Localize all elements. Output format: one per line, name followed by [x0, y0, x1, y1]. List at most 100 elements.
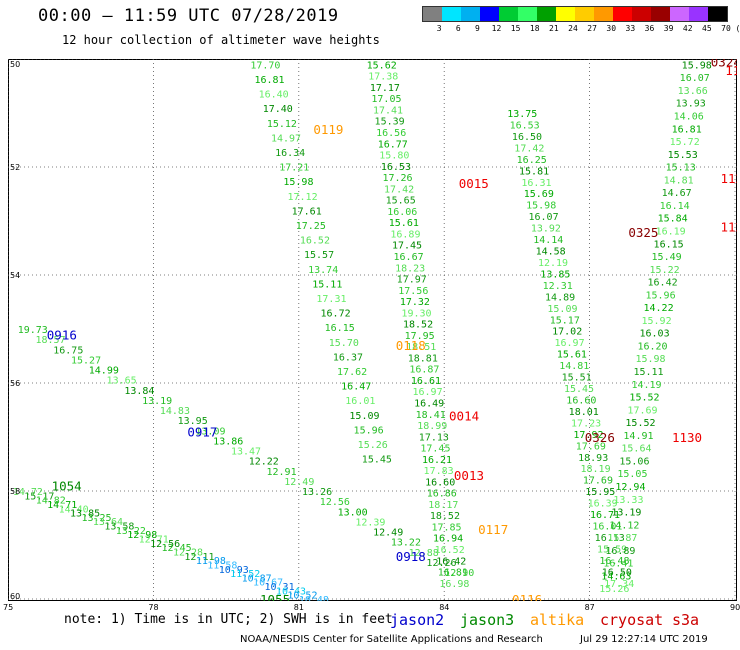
wave-height-label: 16.97 — [412, 387, 442, 398]
wave-height-label: 17.85 — [431, 522, 461, 533]
wave-height-label: 16.71 — [590, 510, 620, 521]
wave-height-label: 13.66 — [678, 86, 708, 97]
wave-height-label: 14.14 — [533, 235, 563, 246]
wave-height-label: 15.57 — [304, 250, 334, 261]
wave-height-label: 13.58 — [104, 522, 134, 533]
wave-height-label: 14.91 — [623, 431, 653, 442]
wave-height-label: 12.49 — [373, 528, 403, 539]
color-swatch-0 — [423, 7, 442, 21]
color-swatch-15 — [708, 7, 727, 21]
wave-height-label: 12.56 — [320, 497, 350, 508]
wave-height-label: 18.93 — [578, 453, 608, 464]
wave-height-label: 16.53 — [510, 120, 540, 131]
pass-id-label: 1129 — [720, 219, 737, 234]
wave-height-label: 14.89 — [545, 292, 575, 303]
wave-height-label: 18.81 — [408, 353, 438, 364]
color-swatch-5 — [518, 7, 537, 21]
wave-height-label: 15.80 — [379, 151, 409, 162]
wave-height-label: 15.11 — [312, 279, 342, 290]
wave-height-label: 18.52 — [403, 320, 433, 331]
color-swatch-6 — [537, 7, 556, 21]
wave-height-label: 16.19 — [656, 226, 686, 237]
wave-height-label: 16.15 — [654, 239, 684, 250]
wave-height-label: 15.95 — [585, 487, 615, 498]
wave-height-label: 18.52 — [430, 511, 460, 522]
color-swatch-13 — [670, 7, 689, 21]
color-swatch-2 — [461, 7, 480, 21]
wave-height-label: 13.93 — [676, 99, 706, 110]
wave-height-label: 13.92 — [531, 224, 561, 235]
y-tick-label: 52 — [10, 163, 20, 172]
wave-height-label: 13.64 — [93, 517, 123, 528]
color-scale-bar — [422, 6, 728, 22]
wave-height-label: 16.42 — [436, 556, 466, 567]
wave-height-label: 16.31 — [521, 178, 551, 189]
wave-height-label: 16.56 — [376, 128, 406, 139]
wave-height-label: 10.52 — [287, 591, 317, 601]
color-scale-label: 3 — [436, 24, 442, 33]
y-tick-label: 54 — [10, 271, 20, 280]
wave-height-label: 11.58 — [207, 560, 237, 571]
wave-height-label: 17.69 — [576, 441, 606, 452]
pass-id-label: 0119 — [313, 122, 343, 137]
wave-height-label: 10.87 — [242, 573, 272, 584]
pass-id-label: 0014 — [449, 408, 479, 423]
wave-height-label: 16.75 — [53, 345, 83, 356]
color-swatch-9 — [594, 7, 613, 21]
wave-height-label: 14.83 — [160, 406, 190, 417]
wave-height-label: 14.06 — [674, 112, 704, 123]
generated-timestamp: Jul 29 12:27:14 UTC 2019 — [580, 634, 708, 645]
wave-height-label: 14.99 — [89, 366, 119, 377]
wave-height-label: 17.34 — [604, 579, 634, 590]
wave-height-label: 13.26 — [302, 487, 332, 498]
wave-height-label: 16.81 — [254, 75, 284, 86]
wave-height-label: 15.64 — [621, 444, 651, 455]
wave-height-label: 16.06 — [387, 207, 417, 218]
color-scale-label: 45 — [702, 24, 712, 33]
wave-height-label: 13.19 — [142, 396, 172, 407]
wave-height-label: 14.63 — [601, 571, 631, 582]
wave-height-label: 17.42 — [384, 184, 414, 195]
wave-height-label: 12.88 — [409, 548, 439, 559]
wave-height-label: 13.09 — [195, 426, 225, 437]
wave-height-label: 14.22 — [644, 303, 674, 314]
wave-height-label: 15.87 — [607, 533, 637, 544]
wave-height-label: 17.56 — [398, 286, 428, 297]
wave-height-label: 17.92 — [573, 430, 603, 441]
pass-id-label: 0015 — [459, 176, 489, 191]
wave-height-label: 16.72 — [321, 309, 351, 320]
wave-height-label: 15.17 — [550, 315, 580, 326]
wave-height-label: 16.41 — [603, 559, 633, 570]
wave-height-label: 16.49 — [414, 398, 444, 409]
wave-height-label: 10.31 — [264, 582, 294, 593]
wave-height-label: 15.98 — [526, 201, 556, 212]
wave-height-label: 17.95 — [405, 331, 435, 342]
color-swatch-7 — [556, 7, 575, 21]
wave-height-label: 15.09 — [349, 411, 379, 422]
wave-height-label: 18.99 — [417, 421, 447, 432]
plot-frame — [8, 59, 737, 601]
wave-height-label: 16.53 — [381, 162, 411, 173]
wave-height-label: 13.22 — [391, 538, 421, 549]
pass-id-label: 0116 — [512, 592, 542, 601]
wave-height-label: 13.33 — [613, 495, 643, 506]
pass-id-label: 0916 — [47, 327, 77, 342]
wave-height-label: 16.13 — [595, 533, 625, 544]
wave-height-map[interactable]: 17.70 16.81 16.40 17.40 15.12 14.97 16.34 17.21… — [8, 59, 737, 601]
pass-id-label: 1054 — [52, 479, 82, 494]
wave-height-label: 16.81 — [672, 124, 702, 135]
wave-height-label: 16.07 — [680, 73, 710, 84]
wave-height-label: 13.84 — [124, 386, 154, 397]
wave-height-label: 17.38 — [368, 72, 398, 83]
pass-id-label: 1130 — [672, 430, 702, 445]
legend-s3a: s3a — [672, 611, 700, 629]
pass-id-label: 0013 — [454, 468, 484, 483]
wave-height-label: 17.69 — [627, 405, 657, 416]
wave-height-label: 19.30 — [401, 308, 431, 319]
wave-height-label: 16.01 — [592, 522, 622, 533]
pass-id-label: 112 — [725, 63, 737, 78]
wave-height-label: 12.71 — [139, 535, 169, 546]
wave-height-label: 14.81 — [664, 175, 694, 186]
